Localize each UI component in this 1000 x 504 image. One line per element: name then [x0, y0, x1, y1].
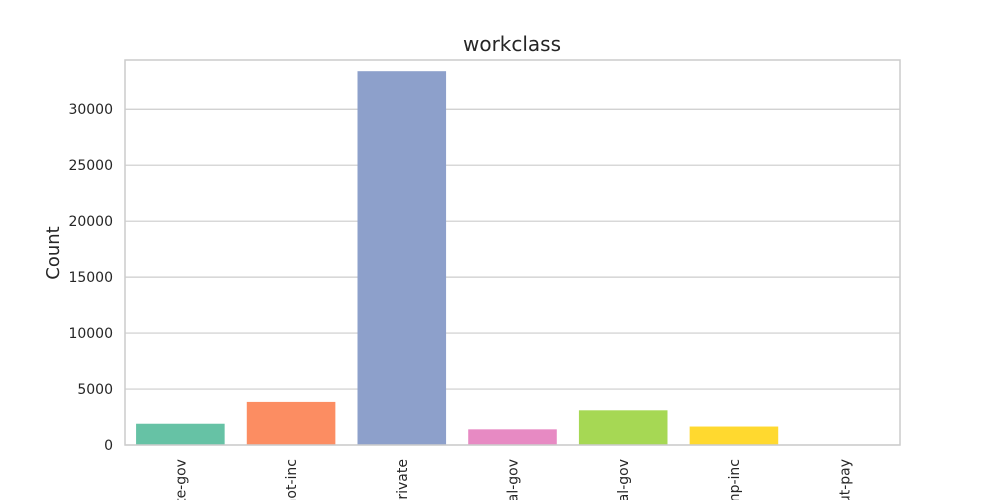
y-tick-label: 0: [104, 438, 113, 454]
bar: [468, 429, 557, 445]
y-tick-label: 20000: [68, 214, 113, 230]
x-tick-labels: te-gov not-inc Private al-gov al-gov np-inc ut…: [173, 459, 853, 500]
y-tick-label: 25000: [68, 158, 113, 174]
y-axis-label: Count: [43, 226, 64, 279]
bar: [579, 410, 668, 445]
plot-frame: [125, 60, 900, 445]
x-tick-label: te-gov: [173, 459, 189, 500]
x-tick-label: al-gov: [616, 459, 632, 500]
bar: [358, 71, 447, 445]
y-grid-lines: [125, 109, 900, 445]
bar: [690, 427, 779, 445]
y-tick-label: 30000: [68, 102, 113, 118]
x-tick-label: Private: [395, 459, 411, 500]
bar: [136, 424, 225, 445]
y-tick-label: 15000: [68, 270, 113, 286]
chart-title: workclass: [463, 32, 561, 56]
y-tick-label: 10000: [68, 326, 113, 342]
x-tick-label: al-gov: [506, 459, 522, 500]
y-tick-labels: 0 5000 10000 15000 20000 25000 30000: [68, 102, 113, 454]
y-tick-label: 5000: [77, 382, 113, 398]
x-tick-label: ut-pay: [838, 459, 854, 500]
x-tick-label: not-inc: [284, 459, 300, 500]
bar: [247, 402, 336, 445]
x-tick-label: np-inc: [727, 459, 743, 500]
